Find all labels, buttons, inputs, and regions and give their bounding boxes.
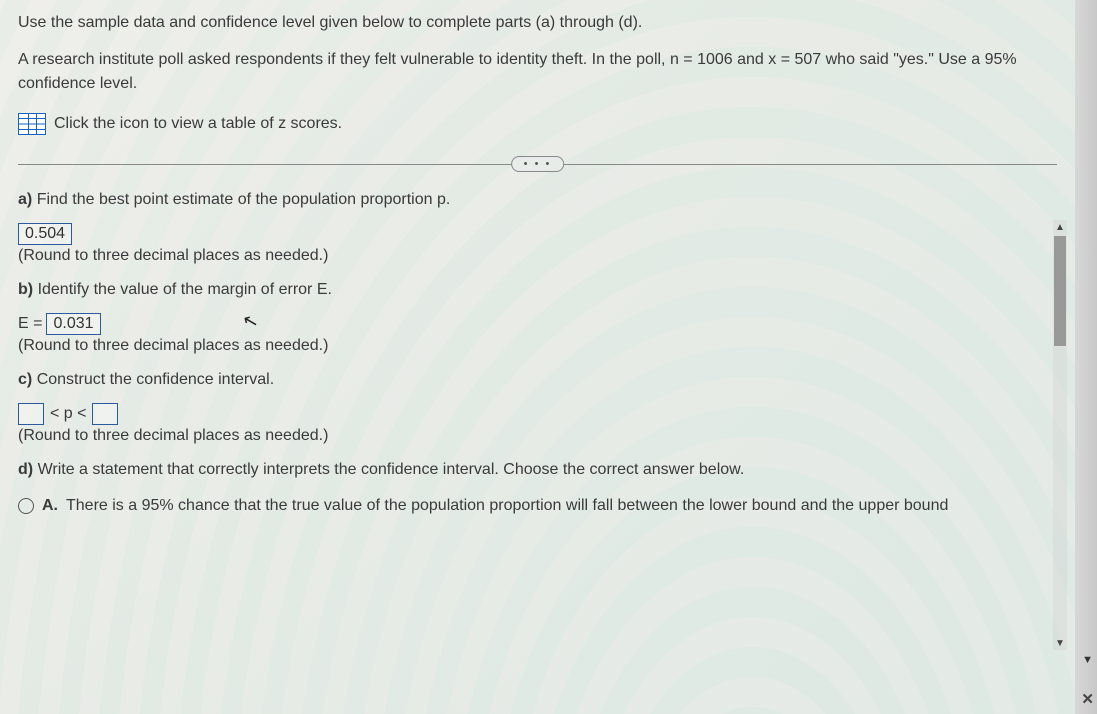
e-equals-label: E = [18, 315, 42, 333]
part-b-question: b) Identify the value of the margin of e… [18, 281, 1043, 299]
problem-statement: A research institute poll asked responde… [18, 48, 1057, 94]
table-icon [18, 113, 46, 135]
part-d-label: d) [18, 461, 33, 478]
dropdown-caret-icon[interactable]: ▼ [1082, 654, 1093, 666]
part-a-hint: (Round to three decimal places as needed… [18, 247, 1043, 265]
z-table-link[interactable]: Click the icon to view a table of z scor… [18, 113, 1057, 135]
expand-button[interactable]: • • • [511, 156, 565, 172]
part-b-text: Identify the value of the margin of erro… [38, 281, 332, 298]
cursor-icon: ↖ [241, 309, 261, 333]
divider-row: • • • [18, 163, 1057, 165]
right-gutter: ▼ ✕ [1075, 0, 1097, 714]
part-b-label: b) [18, 281, 33, 298]
part-a-label: a) [18, 191, 32, 208]
part-d-text: Write a statement that correctly interpr… [38, 461, 745, 478]
part-c-text: Construct the confidence interval. [37, 371, 274, 388]
z-link-text: Click the icon to view a table of z scor… [54, 115, 342, 133]
part-b-answer-input[interactable]: 0.031 [46, 313, 100, 335]
ci-upper-input[interactable] [92, 403, 118, 425]
ci-lower-input[interactable] [18, 403, 44, 425]
part-a-question: a) Find the best point estimate of the p… [18, 191, 1043, 209]
part-a-answer-input[interactable]: 0.504 [18, 223, 72, 245]
part-c-label: c) [18, 371, 32, 388]
part-d-question: d) Write a statement that correctly inte… [18, 461, 1043, 479]
part-a-text: Find the best point estimate of the popu… [37, 191, 451, 208]
part-c-question: c) Construct the confidence interval. [18, 371, 1043, 389]
scroll-down-button[interactable]: ▼ [1053, 636, 1067, 650]
choice-a-label: A. [42, 495, 58, 517]
ci-inequality: < p < [50, 405, 86, 423]
choice-a-row[interactable]: A. There is a 95% chance that the true v… [18, 495, 1043, 517]
choice-a-text: There is a 95% chance that the true valu… [66, 495, 948, 517]
part-c-hint: (Round to three decimal places as needed… [18, 427, 1043, 445]
close-icon[interactable]: ✕ [1081, 690, 1094, 708]
radio-a[interactable] [18, 498, 34, 514]
part-b-hint: (Round to three decimal places as needed… [18, 337, 1043, 355]
intro-text: Use the sample data and confidence level… [18, 12, 1057, 34]
